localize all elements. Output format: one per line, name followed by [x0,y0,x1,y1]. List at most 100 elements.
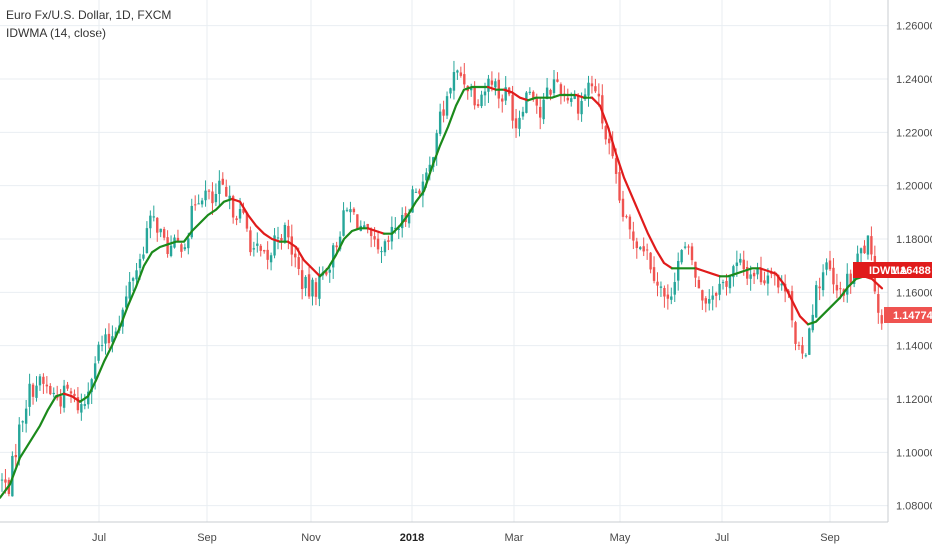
candle-body [859,248,863,254]
chart-legend: Euro Fx/U.S. Dollar, 1D, FXCM IDWMA (14,… [6,6,171,42]
candle-body [573,95,576,99]
candle-body [763,280,766,284]
candle-body [356,214,359,229]
candle-body [69,391,73,394]
candle-body [735,262,739,266]
candle-body [818,286,821,289]
candle-body [777,274,780,288]
candle-body [328,269,331,273]
candle-body [407,214,411,224]
candle-body [169,245,173,256]
candle-body [494,81,497,88]
candle-body [839,288,842,290]
candle-body [711,295,714,300]
candle-body [694,261,697,278]
candle-body [35,385,38,398]
candle-body [480,94,483,107]
candle-body [197,203,200,205]
x-tick-label: Sep [197,532,217,544]
candle-body [594,86,597,92]
candle-body [97,344,100,361]
candle-body [849,273,852,285]
candle-body [649,252,652,270]
x-tick-label: Mar [505,532,524,544]
candle-body [511,94,514,121]
candle-body [442,109,445,116]
candle-body [680,250,683,263]
price-badge-bg [884,307,932,323]
idwma-falling-segment [758,267,810,326]
candle-body [276,237,280,239]
candle-body [311,279,314,297]
candle-body [739,258,742,263]
candle-body [821,272,825,291]
candle-body [49,385,52,395]
candle-body [111,336,114,342]
candle-body [242,208,245,213]
candle-body [708,298,711,304]
candle-body [559,84,563,96]
y-tick-label: 1.08000 [896,501,932,513]
candle-body [332,245,335,268]
candle-body [345,209,349,211]
candle-body [532,91,535,98]
candle-body [752,272,756,277]
candle-body [373,236,376,240]
candle-body [297,257,300,269]
candle-body [552,79,556,94]
candle-body [349,209,352,213]
candle-body [156,217,159,233]
candle-body [528,91,532,93]
price-badges: IDWMA 1.16488 1.14774 [853,262,932,323]
candle-body [125,296,128,308]
candle-body [93,363,97,379]
candle-body [701,290,704,301]
candle-body [145,228,149,254]
candle-body [269,255,273,263]
candle-body [670,296,673,300]
candle-body [394,227,397,229]
idwma-rising-segment [382,85,490,235]
indicator-badge: IDWMA 1.16488 [853,262,932,278]
candle-body [801,345,804,354]
candle-body [283,224,287,243]
candle-body [628,216,632,230]
candle-body [866,235,870,255]
symbol-title: Euro Fx/U.S. Dollar, 1D, FXCM [6,8,172,22]
candle-body [683,246,687,248]
candle-body [352,208,356,213]
candle-body [725,280,728,287]
candle-body [314,282,318,297]
candles [0,60,883,497]
candle-body [714,293,718,296]
candle-body [625,216,628,218]
candle-body [580,100,583,115]
idwma-falling-segment [286,240,322,278]
candle-body [100,345,104,347]
candle-body [483,91,487,96]
candle-body [501,98,504,102]
candle-body [249,230,252,253]
candle-body [545,87,549,99]
candle-body [221,178,224,185]
idwma-falling-segment [574,93,586,99]
candle-body [749,274,752,279]
idwma-rising-segment [806,275,866,326]
candle-body [542,99,545,120]
idwma-falling-segment [694,267,722,278]
y-tick-label: 1.24000 [896,74,932,86]
candle-body [666,294,670,299]
candle-body [877,294,880,313]
candle-body [659,286,663,288]
candle-body [697,279,701,289]
candle-body [470,87,473,91]
candle-body [135,270,138,280]
candle-body [238,209,242,219]
idwma-rising-segment [0,392,66,499]
candle-body [825,262,828,270]
x-tick-label: Sep [820,532,840,544]
candle-body [476,104,480,107]
y-tick-label: 1.12000 [896,394,932,406]
